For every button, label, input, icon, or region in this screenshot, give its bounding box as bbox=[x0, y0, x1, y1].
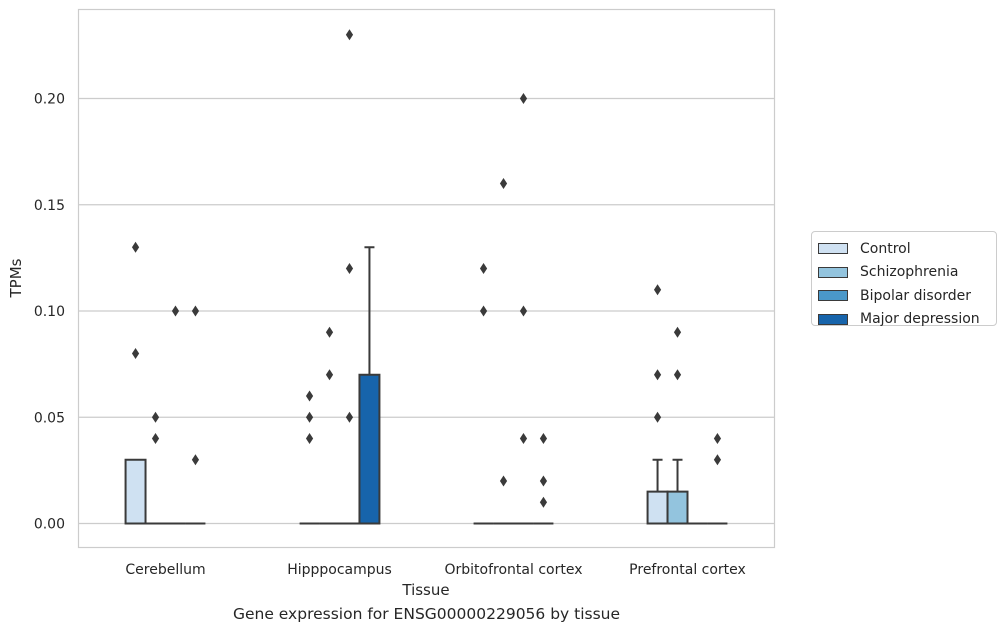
y-tick-label: 0.10 bbox=[34, 304, 65, 320]
outlier-point bbox=[171, 305, 180, 317]
y-tick-label: 0.00 bbox=[34, 517, 65, 533]
outlier-point bbox=[653, 411, 662, 423]
outlier-point bbox=[539, 496, 548, 508]
x-tick-label: Orbitofrontal cortex bbox=[445, 562, 583, 578]
outlier-point bbox=[519, 305, 528, 317]
chart-caption: Gene expression for ENSG00000229056 by t… bbox=[232, 605, 621, 623]
legend-label: Major depression bbox=[860, 311, 980, 328]
legend-swatch bbox=[818, 243, 848, 255]
legend-swatch bbox=[818, 290, 848, 302]
outlier-point bbox=[305, 411, 314, 423]
legend-swatch bbox=[818, 313, 848, 325]
box-1-3 bbox=[358, 246, 381, 525]
outlier-point bbox=[479, 305, 488, 317]
outlier-point bbox=[191, 454, 200, 466]
y-tick-label: 0.15 bbox=[34, 198, 65, 214]
legend-item: Control bbox=[818, 237, 996, 261]
outlier-point bbox=[519, 93, 528, 104]
legend-label: Control bbox=[860, 240, 911, 257]
outlier-point bbox=[673, 369, 682, 381]
box-body bbox=[124, 458, 147, 525]
legend-item: Major depression bbox=[818, 308, 996, 332]
outlier-point bbox=[131, 348, 140, 359]
outlier-point bbox=[519, 433, 528, 444]
plot-frame bbox=[77, 8, 776, 549]
outlier-point bbox=[151, 411, 160, 423]
y-tick-label: 0.05 bbox=[34, 410, 65, 426]
y-axis-label: TPMs bbox=[7, 258, 25, 298]
box-body bbox=[666, 490, 689, 525]
y-tick-labels: 0.00 0.05 0.10 0.15 0.20 bbox=[34, 92, 65, 533]
legend-item: Schizophrenia bbox=[818, 261, 996, 285]
outlier-point bbox=[713, 433, 722, 444]
x-tick-label: Prefrontal cortex bbox=[629, 562, 746, 578]
x-tick-label: Hipppocampus bbox=[287, 562, 392, 578]
outlier-point bbox=[479, 263, 488, 274]
legend-label: Bipolar disorder bbox=[860, 287, 972, 304]
x-tick-label: Cerebellum bbox=[125, 562, 205, 578]
grid-lines bbox=[78, 97, 775, 525]
outlier-point bbox=[539, 433, 548, 444]
outlier-point bbox=[191, 305, 200, 317]
outlier-point bbox=[539, 475, 548, 487]
outlier-point bbox=[345, 263, 354, 274]
outlier-point bbox=[151, 433, 160, 444]
legend-swatch bbox=[818, 266, 848, 278]
outlier-point bbox=[345, 411, 354, 423]
outlier-point bbox=[499, 475, 508, 487]
outlier-point bbox=[499, 178, 508, 189]
box-layer bbox=[124, 246, 728, 525]
x-tick-labels: Cerebellum Hipppocampus Orbitofrontal cort… bbox=[125, 562, 745, 578]
box-body bbox=[646, 490, 669, 525]
outlier-layer bbox=[131, 29, 722, 508]
outlier-point bbox=[653, 284, 662, 296]
outlier-point bbox=[305, 390, 314, 402]
box-body bbox=[358, 373, 381, 525]
legend: Control Schizophrenia Bipolar disorder Majo… bbox=[811, 231, 997, 327]
box-3-1 bbox=[666, 458, 689, 525]
x-axis-label: Tissue bbox=[401, 581, 449, 599]
outlier-point bbox=[325, 369, 334, 381]
outlier-point bbox=[713, 454, 722, 466]
outlier-point bbox=[131, 241, 140, 253]
legend-item: Bipolar disorder bbox=[818, 284, 996, 308]
outlier-point bbox=[673, 326, 682, 338]
outlier-point bbox=[653, 369, 662, 381]
box-0-0 bbox=[124, 458, 147, 525]
outlier-point bbox=[325, 326, 334, 338]
outlier-point bbox=[305, 433, 314, 444]
y-tick-label: 0.20 bbox=[34, 92, 65, 108]
box-3-0 bbox=[646, 458, 669, 525]
outlier-point bbox=[345, 29, 354, 41]
legend-label: Schizophrenia bbox=[860, 264, 959, 281]
